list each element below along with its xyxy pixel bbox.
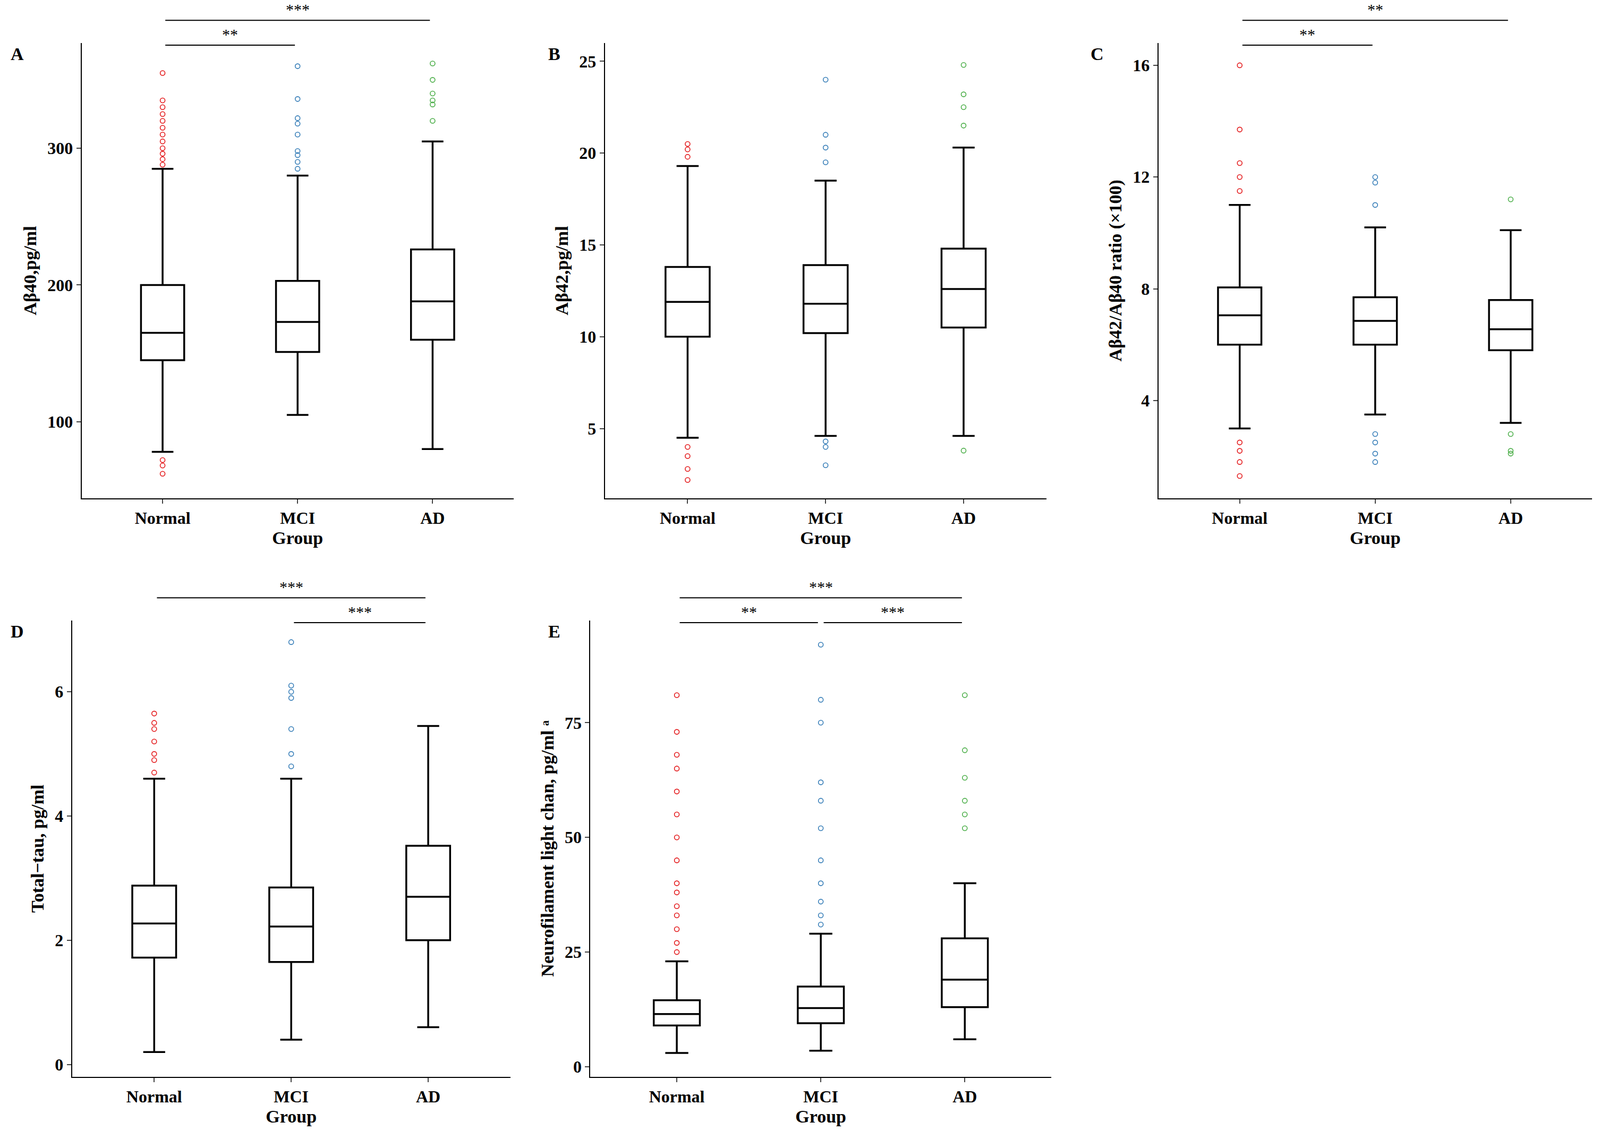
svg-text:15: 15 [579,235,597,255]
svg-text:**: ** [222,25,238,44]
svg-text:Total−tau, pg/ml: Total−tau, pg/ml [27,784,48,913]
svg-text:4: 4 [54,806,64,826]
svg-text:25: 25 [564,942,582,962]
svg-text:0: 0 [54,1054,64,1075]
svg-text:**: ** [1367,0,1384,19]
svg-text:AD: AD [952,1086,977,1106]
svg-text:D: D [10,621,24,642]
svg-text:16: 16 [1132,55,1150,75]
svg-text:5: 5 [587,419,597,439]
svg-text:***: *** [285,0,310,19]
svg-text:75: 75 [564,713,582,733]
svg-text:MCI: MCI [1357,508,1393,528]
svg-text:Normal: Normal [126,1086,183,1106]
svg-text:12: 12 [1132,167,1150,187]
svg-text:2: 2 [54,930,64,950]
svg-text:Group: Group [265,1106,317,1127]
svg-text:B: B [548,44,561,64]
svg-text:Aβ40,pg/ml: Aβ40,pg/ml [20,225,40,316]
svg-text:***: *** [279,577,304,596]
svg-text:E: E [548,621,561,642]
svg-text:MCI: MCI [279,508,316,528]
svg-text:***: *** [880,602,905,621]
svg-text:AD: AD [415,1086,441,1106]
svg-text:100: 100 [47,412,73,432]
svg-text:A: A [10,44,24,64]
svg-text:300: 300 [47,138,73,158]
svg-text:200: 200 [47,275,73,295]
svg-text:Normal: Normal [649,1086,705,1106]
svg-text:***: *** [809,577,833,596]
svg-text:Normal: Normal [659,508,716,528]
svg-text:Group: Group [1349,528,1401,548]
svg-text:6: 6 [54,682,64,702]
svg-text:Normal: Normal [1211,508,1268,528]
svg-text:***: *** [347,602,372,621]
svg-text:MCI: MCI [807,508,844,528]
svg-text:Neurofilament light chan, pg/m: Neurofilament light chan, pg/ml ᵃ [537,720,558,977]
svg-text:25: 25 [579,52,597,72]
svg-text:Group: Group [800,528,851,548]
svg-text:Group: Group [271,528,323,548]
svg-text:**: ** [1299,25,1316,44]
svg-text:**: ** [741,602,757,621]
svg-text:C: C [1090,44,1104,64]
svg-text:Normal: Normal [134,508,191,528]
svg-text:Group: Group [795,1106,847,1127]
svg-text:4: 4 [1141,390,1150,411]
svg-text:MCI: MCI [803,1086,839,1106]
svg-text:AD: AD [420,508,445,528]
svg-text:10: 10 [579,327,597,347]
svg-text:8: 8 [1141,279,1150,299]
svg-text:50: 50 [564,827,582,847]
svg-text:AD: AD [1498,508,1523,528]
svg-text:0: 0 [573,1057,582,1077]
svg-text:MCI: MCI [273,1086,309,1106]
svg-text:20: 20 [579,143,597,163]
svg-text:Aβ42/Aβ40 ratio (×100): Aβ42/Aβ40 ratio (×100) [1105,179,1126,362]
svg-text:Aβ42,pg/ml: Aβ42,pg/ml [551,225,572,316]
svg-text:AD: AD [951,508,976,528]
